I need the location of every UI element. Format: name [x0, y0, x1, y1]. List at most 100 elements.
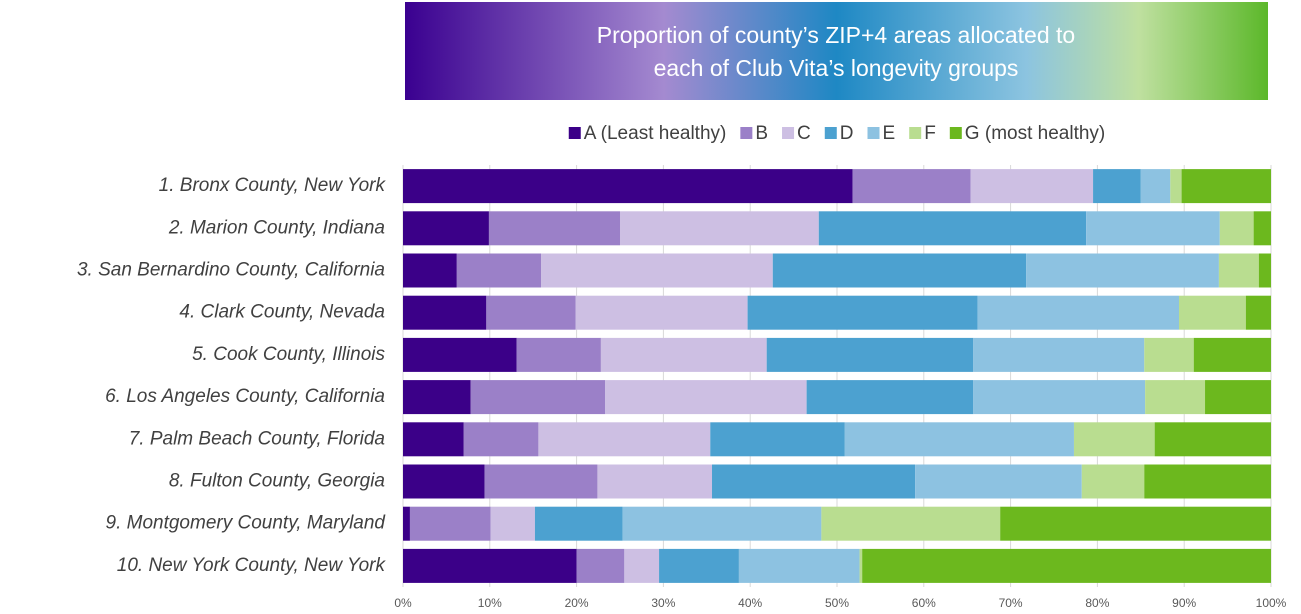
bar-segment — [1205, 380, 1271, 415]
legend-label: E — [883, 123, 896, 144]
bar-segment — [1093, 169, 1141, 204]
bar-segment — [456, 253, 542, 288]
category-label: 4. Clark County, Nevada — [179, 302, 385, 323]
bar-segment — [403, 506, 410, 541]
legend-label: C — [797, 123, 811, 144]
category-label: 9. Montgomery County, Maryland — [106, 513, 387, 534]
bar-segment — [862, 548, 1271, 583]
bar-segment — [622, 506, 822, 541]
bar-segment — [710, 422, 845, 457]
bar-segment — [1073, 422, 1155, 457]
bar-segment — [541, 253, 773, 288]
bar-segment — [821, 506, 1001, 541]
bar-segment — [659, 548, 739, 583]
bar-segment — [1181, 169, 1271, 204]
bar-segment — [1144, 337, 1194, 372]
legend-swatch — [740, 127, 753, 139]
bar-segment — [600, 337, 767, 372]
bar-segment — [403, 380, 471, 415]
legend-swatch — [909, 127, 922, 139]
bar-segment — [1145, 380, 1206, 415]
bar-segment — [620, 211, 819, 246]
bar-segment — [538, 422, 711, 457]
legend-item: F — [909, 123, 936, 144]
chart-title: each of Club Vita’s longevity groups — [654, 55, 1019, 81]
bar-segment — [403, 295, 487, 330]
bar-segment — [1140, 169, 1171, 204]
bar-segment — [597, 464, 713, 499]
x-tick-label: 20% — [565, 596, 589, 610]
bar-segment — [1154, 422, 1271, 457]
bar-segment — [1144, 464, 1271, 499]
bar-segment — [409, 506, 491, 541]
bar-segment — [973, 337, 1145, 372]
bar-segment — [1258, 253, 1271, 288]
bar-segment — [486, 295, 576, 330]
bar-segment — [403, 548, 577, 583]
category-label: 5. Cook County, Illinois — [192, 344, 385, 365]
bar-segment — [470, 380, 606, 415]
bar-segment — [747, 295, 978, 330]
x-tick-label: 40% — [738, 596, 762, 610]
legend-item: C — [782, 123, 811, 144]
bar-segment — [818, 211, 1087, 246]
bar-segment — [915, 464, 1082, 499]
legend-item: D — [824, 123, 854, 144]
bar-segment — [488, 211, 620, 246]
bar-segment — [970, 169, 1094, 204]
bar-segment — [852, 169, 971, 204]
bar-segment — [403, 211, 489, 246]
bar-segment — [575, 295, 748, 330]
bar-segment — [403, 422, 464, 457]
bar-segment — [1193, 337, 1271, 372]
x-tick-label: 60% — [912, 596, 936, 610]
x-tick-label: 100% — [1256, 596, 1287, 610]
x-tick-label: 50% — [825, 596, 849, 610]
legend-swatch — [782, 127, 795, 139]
bar-segment — [1253, 211, 1271, 246]
category-label: 2. Marion County, Indiana — [168, 217, 385, 238]
category-label: 1. Bronx County, New York — [159, 175, 387, 196]
legend-swatch — [568, 127, 581, 139]
category-label: 10. New York County, New York — [117, 555, 387, 576]
bar-segment — [484, 464, 598, 499]
bar-segment — [1081, 464, 1145, 499]
legend-label: F — [924, 123, 936, 144]
bar-segment — [403, 253, 457, 288]
bar-segment — [738, 548, 860, 583]
bar-segment — [1000, 506, 1271, 541]
legend-swatch — [949, 127, 962, 139]
category-label: 3. San Bernardino County, California — [77, 260, 385, 281]
bar-segment — [534, 506, 623, 541]
chart-title: Proportion of county’s ZIP+4 areas alloc… — [597, 22, 1075, 48]
legend-label: B — [755, 123, 768, 144]
bar-segment — [977, 295, 1179, 330]
bar-segment — [403, 464, 485, 499]
x-tick-label: 0% — [394, 596, 412, 610]
bar-segment — [1170, 169, 1182, 204]
category-label: 8. Fulton County, Georgia — [169, 471, 385, 492]
bar-segment — [1026, 253, 1219, 288]
bar-segment — [973, 380, 1146, 415]
bar-segment — [463, 422, 539, 457]
bar-segment — [576, 548, 625, 583]
bar-segment — [712, 464, 916, 499]
x-tick-label: 30% — [651, 596, 675, 610]
bar-segment — [1086, 211, 1220, 246]
bar-segment — [806, 380, 974, 415]
legend-swatch — [867, 127, 880, 139]
legend-item: B — [740, 123, 768, 144]
bar-segment — [403, 337, 517, 372]
x-tick-label: 10% — [478, 596, 502, 610]
bar-segment — [403, 169, 853, 204]
bar-segment — [844, 422, 1074, 457]
bar-segment — [1178, 295, 1246, 330]
legend-label: D — [840, 123, 854, 144]
legend-label: A (Least healthy) — [584, 123, 727, 144]
bar-segment — [1218, 253, 1259, 288]
bar-segment — [859, 548, 863, 583]
bar-segment — [605, 380, 807, 415]
x-tick-label: 90% — [1172, 596, 1196, 610]
bar-segment — [1219, 211, 1254, 246]
